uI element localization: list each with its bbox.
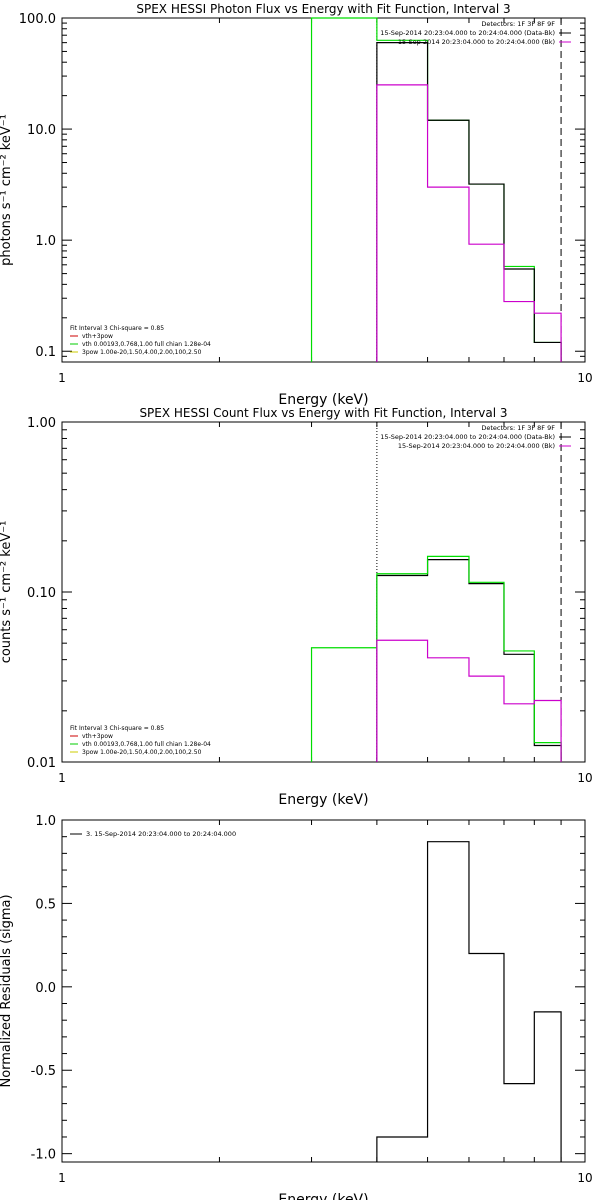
series-line-1 (376, 841, 562, 1162)
legend-entry: 15-Sep-2014 20:23:04.000 to 20:24:04.000… (398, 38, 555, 46)
x-tick-label: 1 (58, 371, 66, 385)
legend-entry: 3pow 1.00e-20,1.50,4.00,2.00,100,2.50 (82, 349, 202, 356)
x-tick-label: 10 (577, 1171, 592, 1185)
legend-entry: Detectors: 1F 3F 8F 9F (481, 424, 555, 432)
x-tick-label: 10 (577, 771, 592, 785)
legend-entry: vth+3pow (82, 733, 113, 740)
chart-panel-1 (61, 17, 586, 363)
y-tick-label: 1.00 (27, 416, 56, 431)
legend-entry: vth 0.00193,0.768,1.00 full chian 1.28e-… (82, 741, 211, 748)
y-tick-label: 1.0 (35, 234, 56, 249)
legend-entry: vth+3pow (82, 333, 113, 340)
legend-entry: 15-Sep-2014 20:23:04.000 to 20:24:04.000… (380, 433, 555, 441)
y-axis-label: photons s⁻¹ cm⁻² keV⁻¹ (0, 114, 14, 266)
series-line-1 (376, 559, 562, 762)
legend-entry: vth 0.00193,0.768,1.00 full chian 1.28e-… (82, 341, 211, 348)
y-tick-label: 0.0 (35, 981, 56, 996)
legend-entry: 15-Sep-2014 20:23:04.000 to 20:24:04.000… (398, 442, 555, 450)
legend-entry: 3. 15-Sep-2014 20:23:04.000 to 20:24:04.… (86, 830, 236, 838)
legend-entry: 3pow 1.00e-20,1.50,4.00,2.00,100,2.50 (82, 749, 202, 756)
x-tick-label: 1 (58, 1171, 66, 1185)
plot-frame (61, 819, 586, 1163)
legend-entry: Detectors: 1F 3F 8F 9F (481, 20, 555, 28)
chart-title: SPEX HESSI Count Flux vs Energy with Fit… (139, 406, 507, 420)
y-tick-label: 0.01 (27, 756, 56, 771)
y-tick-label: 1.0 (35, 814, 56, 829)
y-axis-label: counts s⁻¹ cm⁻² keV⁻¹ (0, 521, 14, 664)
chart-title: SPEX HESSI Photon Flux vs Energy with Fi… (136, 2, 510, 16)
legend-entry: Fit Interval 3 Chi-square = 0.85 (70, 725, 164, 732)
y-tick-label: 0.5 (35, 897, 56, 912)
x-tick-label: 10 (577, 371, 592, 385)
plot-frame (61, 17, 586, 363)
series-line-1 (310, 17, 562, 362)
series-line-3 (376, 639, 562, 762)
series-line-2 (310, 555, 562, 762)
chart-panel-3 (61, 819, 586, 1163)
y-tick-label: 10.0 (27, 123, 56, 138)
legend-entry: Fit Interval 3 Chi-square = 0.85 (70, 325, 164, 332)
y-tick-label: 0.1 (35, 345, 56, 360)
series-line-3 (376, 84, 562, 362)
x-axis-label: Energy (keV) (278, 1192, 368, 1200)
y-axis-label: Normalized Residuals (sigma) (0, 894, 14, 1087)
series-line-2 (376, 42, 562, 362)
y-tick-label: 0.10 (27, 586, 56, 601)
y-tick-label: 100.0 (19, 12, 56, 27)
y-tick-label: -1.0 (31, 1148, 56, 1163)
chart-panel-2 (61, 421, 586, 763)
x-axis-label: Energy (keV) (278, 792, 368, 808)
x-tick-label: 1 (58, 771, 66, 785)
x-axis-label: Energy (keV) (278, 392, 368, 408)
legend-entry: 15-Sep-2014 20:23:04.000 to 20:24:04.000… (380, 29, 555, 37)
plot-frame (61, 421, 586, 763)
y-tick-label: -0.5 (31, 1064, 56, 1079)
